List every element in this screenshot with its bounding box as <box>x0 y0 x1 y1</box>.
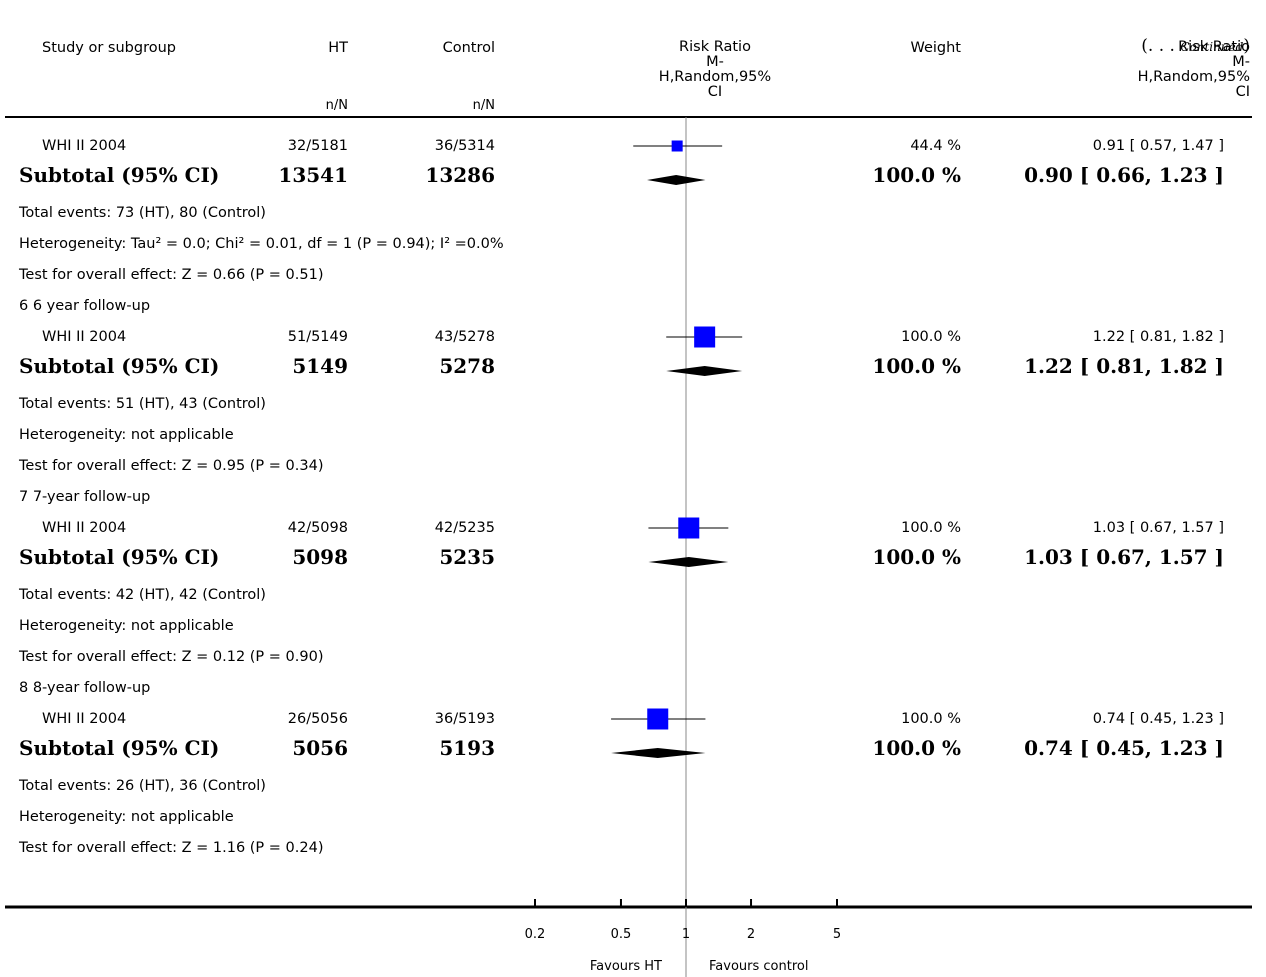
row-text: Heterogeneity: not applicable <box>19 618 234 634</box>
study-control-events: 36/5314 <box>434 138 495 154</box>
col-subheader-control: n/N <box>472 98 495 113</box>
col-subheader-ht: n/N <box>325 98 348 113</box>
study-weight: 100.0 % <box>901 520 961 536</box>
study-ci: 0.74 [ 0.45, 1.23 ] <box>1092 711 1224 727</box>
row-text: Total events: 51 (HT), 43 (Control) <box>19 396 266 412</box>
subtotal-label: Subtotal (95% CI) <box>19 736 220 760</box>
study-weight: 44.4 % <box>910 138 961 154</box>
row-text: Total events: 42 (HT), 42 (Control) <box>19 587 266 603</box>
subtotal-control-total: 13286 <box>425 163 495 187</box>
study-label: WHI II 2004 <box>42 138 127 154</box>
subtotal-ci: 1.22 [ 0.81, 1.82 ] <box>1024 354 1224 378</box>
subtotal-label: Subtotal (95% CI) <box>19 163 220 187</box>
row-text: 6 6 year follow-up <box>19 298 151 314</box>
row-text: Heterogeneity: not applicable <box>19 809 234 825</box>
col-header-weight: Weight <box>910 40 961 56</box>
study-control-events: 42/5235 <box>434 520 495 536</box>
row-text: Heterogeneity: Tau² = 0.0; Chi² = 0.01, … <box>19 236 504 252</box>
row-text: Test for overall effect: Z = 0.12 (P = 0… <box>19 649 324 665</box>
row-text: 7 7-year follow-up <box>19 489 151 505</box>
col-header-risk-ratio: Risk Ratio M- H,Random,95% CI <box>1137 39 1250 100</box>
study-label: WHI II 2004 <box>42 520 127 536</box>
subtotal-weight: 100.0 % <box>872 736 961 760</box>
row-text: Total events: 73 (HT), 80 (Control) <box>19 205 266 221</box>
subtotal-label: Subtotal (95% CI) <box>19 354 220 378</box>
axis-tick-label: 0.5 <box>610 927 632 942</box>
study-label: WHI II 2004 <box>42 329 127 345</box>
row-text: Total events: 26 (HT), 36 (Control) <box>19 778 266 794</box>
row-text: 8 8-year follow-up <box>19 680 151 696</box>
subtotal-ht-total: 5098 <box>292 545 348 569</box>
subtotal-ci: 0.74 [ 0.45, 1.23 ] <box>1024 736 1224 760</box>
study-weight: 100.0 % <box>901 329 961 345</box>
study-ht-events: 42/5098 <box>287 520 348 536</box>
favours-control-label: Favours control <box>709 959 809 974</box>
study-ci: 1.22 [ 0.81, 1.82 ] <box>1092 329 1224 345</box>
subtotal-control-total: 5278 <box>439 354 495 378</box>
subtotal-control-total: 5235 <box>439 545 495 569</box>
axis-tick-label: 0.2 <box>524 927 546 942</box>
study-marker <box>647 708 669 730</box>
study-label: WHI II 2004 <box>42 711 127 727</box>
axis-tick-label: 1 <box>681 927 691 942</box>
study-ht-events: 51/5149 <box>287 329 348 345</box>
study-ht-events: 26/5056 <box>287 711 348 727</box>
subtotal-diamond <box>648 557 729 567</box>
col-header-ht: HT <box>328 40 348 56</box>
subtotal-ci: 0.90 [ 0.66, 1.23 ] <box>1024 163 1224 187</box>
axis-tick-label: 5 <box>832 927 842 942</box>
row-text: Heterogeneity: not applicable <box>19 427 234 443</box>
subtotal-ht-total: 13541 <box>278 163 348 187</box>
col-header-study: Study or subgroup <box>42 40 176 56</box>
col-header-risk-ratio-plot: Risk Ratio M- H,Random,95% CI <box>658 39 772 100</box>
study-ci: 1.03 [ 0.67, 1.57 ] <box>1092 520 1224 536</box>
subtotal-ht-total: 5056 <box>292 736 348 760</box>
subtotal-weight: 100.0 % <box>872 163 961 187</box>
subtotal-weight: 100.0 % <box>872 354 961 378</box>
study-control-events: 43/5278 <box>434 329 495 345</box>
subtotal-control-total: 5193 <box>439 736 495 760</box>
row-text: Test for overall effect: Z = 0.66 (P = 0… <box>19 267 324 283</box>
subtotal-diamond <box>666 366 743 376</box>
study-marker <box>678 517 700 539</box>
study-weight: 100.0 % <box>901 711 961 727</box>
study-ht-events: 32/5181 <box>287 138 348 154</box>
study-marker <box>694 326 716 348</box>
row-text: Test for overall effect: Z = 0.95 (P = 0… <box>19 458 324 474</box>
study-control-events: 36/5193 <box>434 711 495 727</box>
col-header-control: Control <box>442 40 495 56</box>
study-ci: 0.91 [ 0.57, 1.47 ] <box>1092 138 1224 154</box>
subtotal-label: Subtotal (95% CI) <box>19 545 220 569</box>
subtotal-ht-total: 5149 <box>292 354 348 378</box>
subtotal-diamond <box>611 748 706 758</box>
subtotal-diamond <box>647 175 706 185</box>
subtotal-ci: 1.03 [ 0.67, 1.57 ] <box>1024 545 1224 569</box>
study-marker <box>671 140 683 152</box>
subtotal-weight: 100.0 % <box>872 545 961 569</box>
favours-ht-label: Favours HT <box>589 959 662 974</box>
row-text: Test for overall effect: Z = 1.16 (P = 0… <box>19 840 324 856</box>
axis-tick-label: 2 <box>746 927 756 942</box>
continued-note: (. . . Continued) <box>1141 36 1250 56</box>
